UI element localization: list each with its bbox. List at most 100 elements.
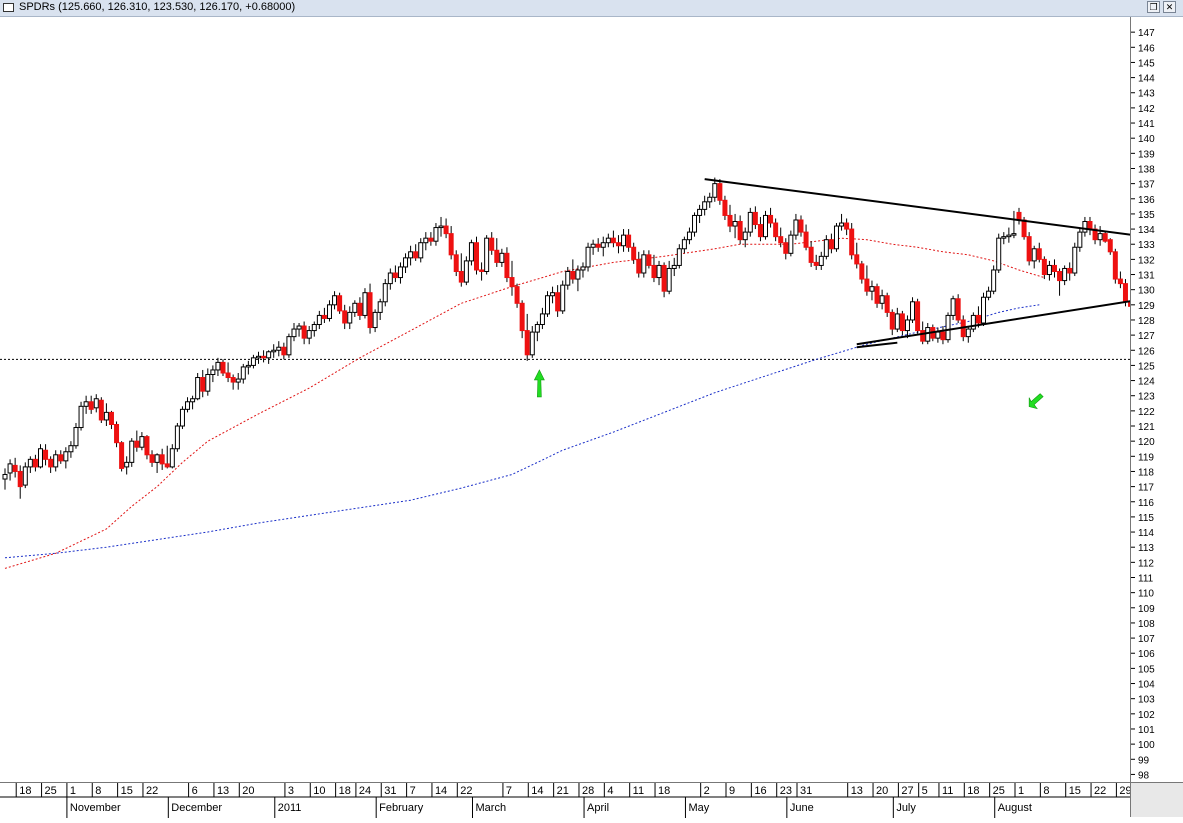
candle <box>119 441 125 472</box>
candle <box>509 260 515 296</box>
candle-body-up <box>1062 267 1068 282</box>
price-tick-label: 147 <box>1138 28 1155 39</box>
candle-body-down <box>43 449 49 460</box>
candle <box>595 238 601 252</box>
month-tick-label: 2011 <box>278 802 302 814</box>
candle <box>37 444 43 469</box>
candle-body-down <box>413 251 419 259</box>
candle <box>463 256 469 286</box>
candle-body-down <box>159 454 165 465</box>
date-tick-label: 24 <box>359 785 371 797</box>
candle-body-down <box>915 301 921 332</box>
price-tick-label: 142 <box>1138 104 1155 115</box>
candle-body-up <box>433 227 439 242</box>
price-chart-area[interactable] <box>0 17 1130 782</box>
candle <box>301 321 307 345</box>
candle-body-down <box>220 361 226 374</box>
price-tick-label: 104 <box>1138 680 1155 691</box>
candle <box>575 265 581 292</box>
candle-body-up <box>823 239 829 257</box>
candle-body-up <box>935 331 941 339</box>
candle <box>615 235 621 254</box>
candle-body-down <box>164 463 170 468</box>
candle <box>1107 238 1113 255</box>
price-tick-label: 127 <box>1138 331 1155 342</box>
month-tick-label: May <box>688 802 709 814</box>
candle-body-up <box>93 398 99 409</box>
candle-body-down <box>737 221 743 241</box>
candle <box>1041 256 1047 280</box>
candle-body-up <box>560 284 566 312</box>
candle-body-up <box>250 357 256 366</box>
candle <box>408 245 414 266</box>
candle-body-down <box>899 313 905 332</box>
candle-body-down <box>504 252 510 279</box>
candle-body-down <box>610 237 616 244</box>
candle-body-down <box>727 214 733 227</box>
candle-body-up <box>641 254 647 274</box>
candle-body-down <box>859 263 865 280</box>
candle-body-down <box>783 242 789 254</box>
candle <box>1031 245 1037 269</box>
candle <box>707 192 713 208</box>
month-tick-label: June <box>790 802 814 814</box>
moving-average-200-line <box>4 304 1040 559</box>
candle <box>651 254 657 283</box>
candle-body-up <box>970 314 976 330</box>
price-tick-label: 121 <box>1138 422 1155 433</box>
month-tick-label: April <box>587 802 609 814</box>
candle <box>869 280 875 301</box>
candle <box>1046 260 1052 281</box>
price-tick-label: 144 <box>1138 74 1155 85</box>
candle <box>185 397 191 413</box>
candle-body-down <box>230 377 236 383</box>
date-tick-label: 18 <box>19 785 31 797</box>
candle <box>261 350 267 363</box>
candle <box>73 422 79 449</box>
candle <box>1072 242 1078 277</box>
candle <box>996 233 1002 274</box>
candle-body-up <box>580 266 586 271</box>
candle-body-up <box>747 211 753 233</box>
candle <box>717 179 723 205</box>
candle-body-up <box>271 349 277 353</box>
candle <box>291 323 297 342</box>
candle <box>489 232 495 255</box>
date-tick-label: 5 <box>922 785 928 797</box>
candle <box>747 207 753 237</box>
price-tick-label: 137 <box>1138 180 1155 191</box>
price-tick-label: 124 <box>1138 377 1155 388</box>
close-button[interactable]: ✕ <box>1163 1 1176 13</box>
date-axis[interactable]: 18 25 1 8 15 22 6 13 20 3 10 18 24 31 7 14 22 7 14 21 28 4 11 1… <box>0 782 1132 818</box>
candle <box>397 262 403 284</box>
candle <box>636 251 642 278</box>
candle <box>681 236 687 254</box>
candle <box>453 250 459 277</box>
month-tick-label: August <box>998 802 1032 814</box>
candle-body-up <box>833 225 839 250</box>
candle-body-up <box>986 290 992 298</box>
price-tick-label: 122 <box>1138 407 1155 418</box>
price-tick-label: 98 <box>1138 770 1150 781</box>
candle-body-down <box>48 458 54 468</box>
candle <box>205 368 211 396</box>
price-axis[interactable]: 98 99 100 101 102 103 104 105 106 107 108 109 110 111… <box>1130 17 1183 782</box>
candle <box>641 250 647 278</box>
candle-body-up <box>37 448 43 468</box>
candle-body-down <box>1122 283 1128 303</box>
candle <box>1001 232 1007 245</box>
date-axis-labels: 18 25 1 8 15 22 6 13 20 3 10 18 24 31 7 14 22 7 14 21 28 4 11 1… <box>0 783 1132 818</box>
price-tick-label: 125 <box>1138 361 1155 372</box>
price-tick-label: 140 <box>1138 134 1155 145</box>
candle <box>768 207 774 228</box>
candle-body-down <box>651 264 657 279</box>
candle-body-up <box>656 264 662 279</box>
candle-body-up <box>621 234 627 247</box>
candle <box>697 204 703 224</box>
candle-body-up <box>534 324 540 333</box>
candle <box>27 456 33 473</box>
candle <box>965 326 971 343</box>
candle <box>281 342 287 360</box>
restore-button[interactable]: ❐ <box>1147 1 1160 13</box>
candle-body-up <box>839 222 845 227</box>
